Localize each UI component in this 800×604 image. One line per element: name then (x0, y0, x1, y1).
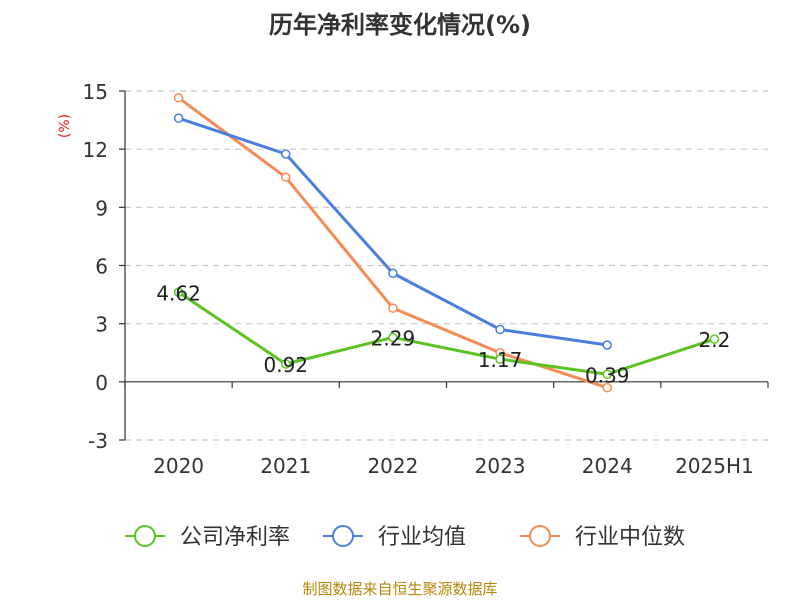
data-label: 2.29 (371, 326, 416, 350)
legend-label: 公司净利率 (180, 525, 290, 550)
y-tick-label: 15 (83, 80, 108, 104)
x-tick-label: 2025H1 (675, 454, 754, 478)
series-line (177, 291, 715, 376)
data-label: 0.39 (585, 363, 630, 387)
y-tick-label: 6 (95, 255, 108, 279)
legend-swatch-marker (529, 525, 551, 547)
data-point (602, 340, 612, 350)
x-tick-label: 2023 (475, 454, 526, 478)
data-point (388, 303, 398, 313)
data-point (173, 113, 184, 123)
series-1 (173, 113, 612, 350)
x-tick-label: 2022 (367, 454, 418, 478)
axes: 15 12 9 6 3 0 -3 2020 2021 2022 2023 2024 2025H1 (83, 80, 769, 478)
legend-label: 行业均值 (378, 525, 466, 550)
y-tick-label: 9 (95, 196, 108, 220)
data-point (281, 359, 291, 369)
legend-swatch-marker (332, 525, 354, 547)
data-point (388, 268, 398, 279)
data-label: 0.92 (263, 353, 308, 377)
data-label: 4.62 (156, 281, 201, 305)
x-tick-label: 2024 (582, 454, 633, 478)
data-label: 2.2 (699, 328, 731, 352)
x-tick-label: 2021 (260, 454, 311, 478)
y-tick-label: 0 (95, 371, 108, 395)
data-point (495, 354, 505, 364)
legend-item: 行业中位数 (520, 525, 685, 550)
data-point (173, 93, 184, 103)
series-0 (173, 287, 720, 380)
legend-label: 行业中位数 (575, 525, 685, 550)
data-point (602, 369, 612, 380)
x-tick-label: 2020 (153, 454, 204, 478)
source-note: 制图数据来自恒生聚源数据库 (302, 580, 497, 598)
data-point (602, 382, 612, 393)
legend-item: 公司净利率 (125, 525, 290, 550)
y-axis-label: (%) (57, 114, 73, 138)
data-point (709, 334, 720, 344)
legend-swatch-marker (134, 525, 156, 547)
data-point (281, 172, 291, 183)
series-lines (173, 93, 720, 393)
data-point (388, 332, 398, 343)
y-tick-label: 12 (83, 138, 108, 162)
legend: 公司净利率 行业均值 行业中位数 (125, 525, 685, 550)
grid-lines (125, 90, 768, 441)
chart-title: 历年净利率变化情况(%) (269, 11, 531, 39)
legend-item: 行业均值 (323, 525, 466, 550)
data-point (281, 149, 291, 159)
y-tick-label: 3 (95, 313, 108, 337)
data-point (173, 287, 184, 298)
data-labels: 4.62 0.92 2.29 1.17 0.39 2.2 (156, 281, 730, 387)
data-label: 1.17 (478, 348, 523, 372)
y-tick-label: -3 (88, 429, 108, 453)
data-point (495, 324, 505, 335)
